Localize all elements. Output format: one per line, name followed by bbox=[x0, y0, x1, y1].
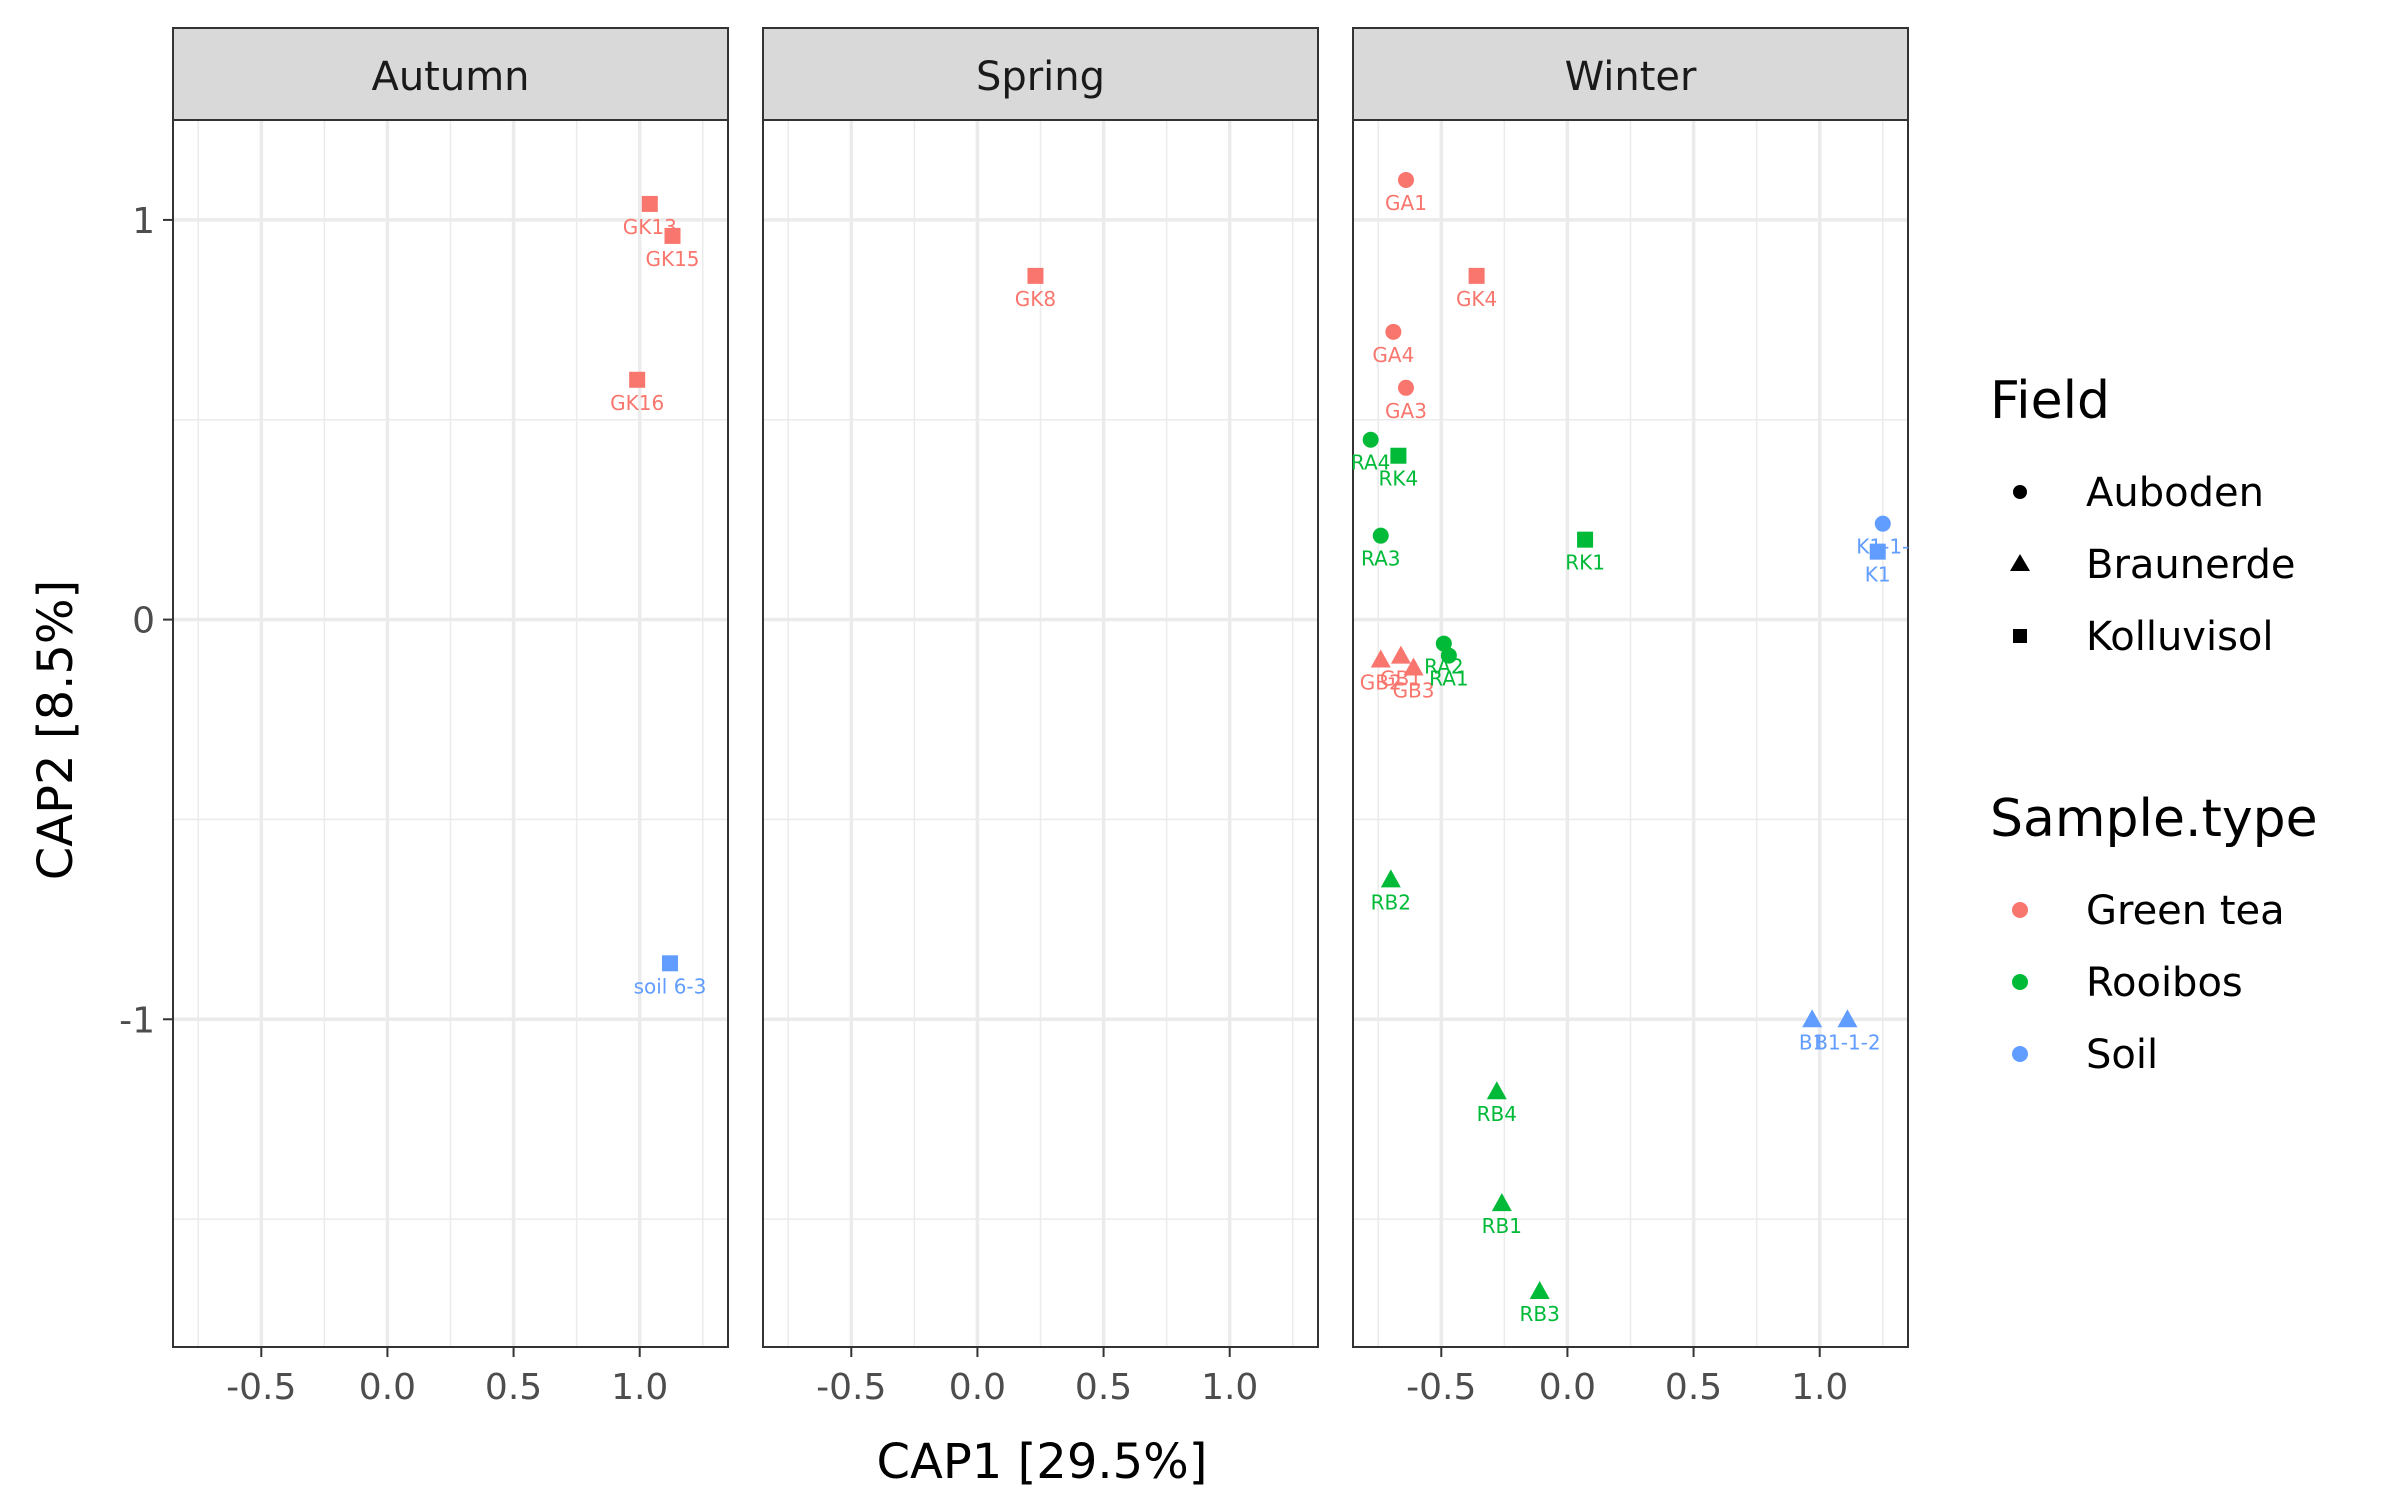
y-tick-label: 0 bbox=[132, 601, 155, 642]
point-label: B1-1-2 bbox=[1814, 1030, 1880, 1054]
x-tick-label: 0.5 bbox=[485, 1367, 542, 1408]
legend-green-tea: Green tea bbox=[2086, 888, 2285, 934]
point-GA1 bbox=[1397, 171, 1414, 188]
point-label: GK16 bbox=[610, 391, 664, 415]
legend-soil-swatch bbox=[2012, 1046, 2028, 1062]
point-RB3 bbox=[1529, 1281, 1550, 1300]
x-tick-label: -0.5 bbox=[816, 1367, 886, 1408]
facet-panel-spring: Spring -0.5 0.0 0.5 1.0 bbox=[762, 27, 1319, 1408]
legend-field-kolluvisol: Kolluvisol bbox=[2086, 614, 2274, 660]
point-RA4 bbox=[1362, 431, 1379, 448]
point-label: RB2 bbox=[1371, 890, 1411, 914]
point-K1 bbox=[1869, 543, 1886, 560]
point-B1 bbox=[1802, 1009, 1823, 1028]
x-tick-label: 1.0 bbox=[611, 1367, 668, 1408]
x-tick-label: 0.5 bbox=[1665, 1367, 1722, 1408]
y-axis-title: CAP2 [8.5%] bbox=[28, 580, 84, 881]
point-GB2 bbox=[1370, 649, 1391, 668]
point-GK15 bbox=[664, 227, 681, 244]
point-label: GB3 bbox=[1393, 679, 1435, 703]
point-GB3 bbox=[1403, 657, 1424, 676]
legend-circle-icon bbox=[2013, 485, 2027, 499]
legend-square-icon bbox=[2013, 629, 2027, 643]
legend-field-braunerde: Braunerde bbox=[2086, 542, 2295, 588]
point-K1-1- bbox=[1874, 515, 1891, 532]
point-label: RB4 bbox=[1477, 1102, 1517, 1126]
facet-strip-label: Autumn bbox=[371, 54, 529, 100]
point-label: GA1 bbox=[1385, 191, 1427, 215]
point-GK13 bbox=[641, 195, 658, 212]
point-label: RA3 bbox=[1361, 547, 1401, 571]
legend-triangle-icon bbox=[2010, 554, 2030, 571]
point-GB1 bbox=[1390, 645, 1411, 664]
legend-rooibos: Rooibos bbox=[2086, 960, 2243, 1006]
x-tick-label: 0.0 bbox=[949, 1367, 1006, 1408]
point-label: B1 bbox=[1799, 1030, 1825, 1054]
legend-soil: Soil bbox=[2086, 1032, 2158, 1078]
legend-sample-type: Sample.type Green tea Rooibos Soil bbox=[1990, 789, 2318, 1078]
facet-strip-label: Spring bbox=[976, 54, 1105, 100]
x-tick-label: 0.5 bbox=[1075, 1367, 1132, 1408]
x-tick-label: 1.0 bbox=[1791, 1367, 1848, 1408]
x-tick-label: -0.5 bbox=[1406, 1367, 1476, 1408]
legend-sample-type-title: Sample.type bbox=[1990, 789, 2318, 849]
legend-field: Field Auboden Braunerde Kolluvisol bbox=[1990, 371, 2295, 660]
facet-strip-label: Winter bbox=[1565, 54, 1697, 100]
point-label: RB1 bbox=[1482, 1214, 1522, 1238]
point-RA2 bbox=[1435, 635, 1452, 652]
point-RK1 bbox=[1577, 531, 1594, 548]
facet-strip bbox=[172, 27, 729, 121]
point-GK4 bbox=[1468, 267, 1485, 284]
legend-field-auboden: Auboden bbox=[2086, 470, 2264, 516]
x-axis-title: CAP1 [29.5%] bbox=[876, 1434, 1207, 1490]
point-GA4 bbox=[1385, 323, 1402, 340]
legend-rooibos-swatch bbox=[2012, 974, 2028, 990]
point-RB4 bbox=[1486, 1081, 1507, 1100]
point-GK16 bbox=[629, 371, 646, 388]
x-tick-label: -0.5 bbox=[226, 1367, 296, 1408]
point-label: GK8 bbox=[1015, 287, 1056, 311]
point-GA3 bbox=[1397, 379, 1414, 396]
point-label: soil 6-3 bbox=[634, 974, 707, 998]
y-tick-label: -1 bbox=[119, 1000, 155, 1041]
point-label: GA4 bbox=[1372, 343, 1414, 367]
x-tick-label: 0.0 bbox=[1539, 1367, 1596, 1408]
x-tick-label: 0.0 bbox=[359, 1367, 416, 1408]
point-label: GB2 bbox=[1360, 671, 1402, 695]
point-RK4 bbox=[1390, 447, 1407, 464]
point-label: GK15 bbox=[645, 247, 699, 271]
x-tick-label: 1.0 bbox=[1201, 1367, 1258, 1408]
legend-field-title: Field bbox=[1990, 371, 2110, 431]
y-tick-label: 1 bbox=[132, 201, 155, 242]
panel-border bbox=[1352, 119, 1909, 1348]
panel-border bbox=[762, 119, 1319, 1348]
point-RB2 bbox=[1380, 869, 1401, 888]
point-RA1 bbox=[1440, 647, 1457, 664]
point-label: RA4 bbox=[1351, 451, 1391, 475]
point-RA3 bbox=[1372, 527, 1389, 544]
facet-panel-autumn: Autumn -0.5 0.0 0.5 1.0 bbox=[172, 27, 729, 1408]
point-GK8 bbox=[1027, 267, 1044, 284]
point-label: RK4 bbox=[1379, 467, 1419, 491]
panel-border bbox=[172, 119, 729, 1348]
point-soil 6-3 bbox=[661, 955, 678, 972]
point-B1-1-2 bbox=[1837, 1009, 1858, 1028]
point-label: K1 bbox=[1865, 563, 1891, 587]
point-label: RK1 bbox=[1565, 551, 1605, 575]
point-label: GK4 bbox=[1456, 287, 1497, 311]
facet-panel-winter: Winter -0.5 0.0 0.5 1.0 bbox=[1352, 27, 1909, 1408]
point-label: RA1 bbox=[1429, 667, 1469, 691]
point-RB1 bbox=[1491, 1193, 1512, 1212]
point-label: RB3 bbox=[1520, 1302, 1560, 1326]
legend-green-tea-swatch bbox=[2012, 902, 2028, 918]
point-label: GA3 bbox=[1385, 399, 1427, 423]
